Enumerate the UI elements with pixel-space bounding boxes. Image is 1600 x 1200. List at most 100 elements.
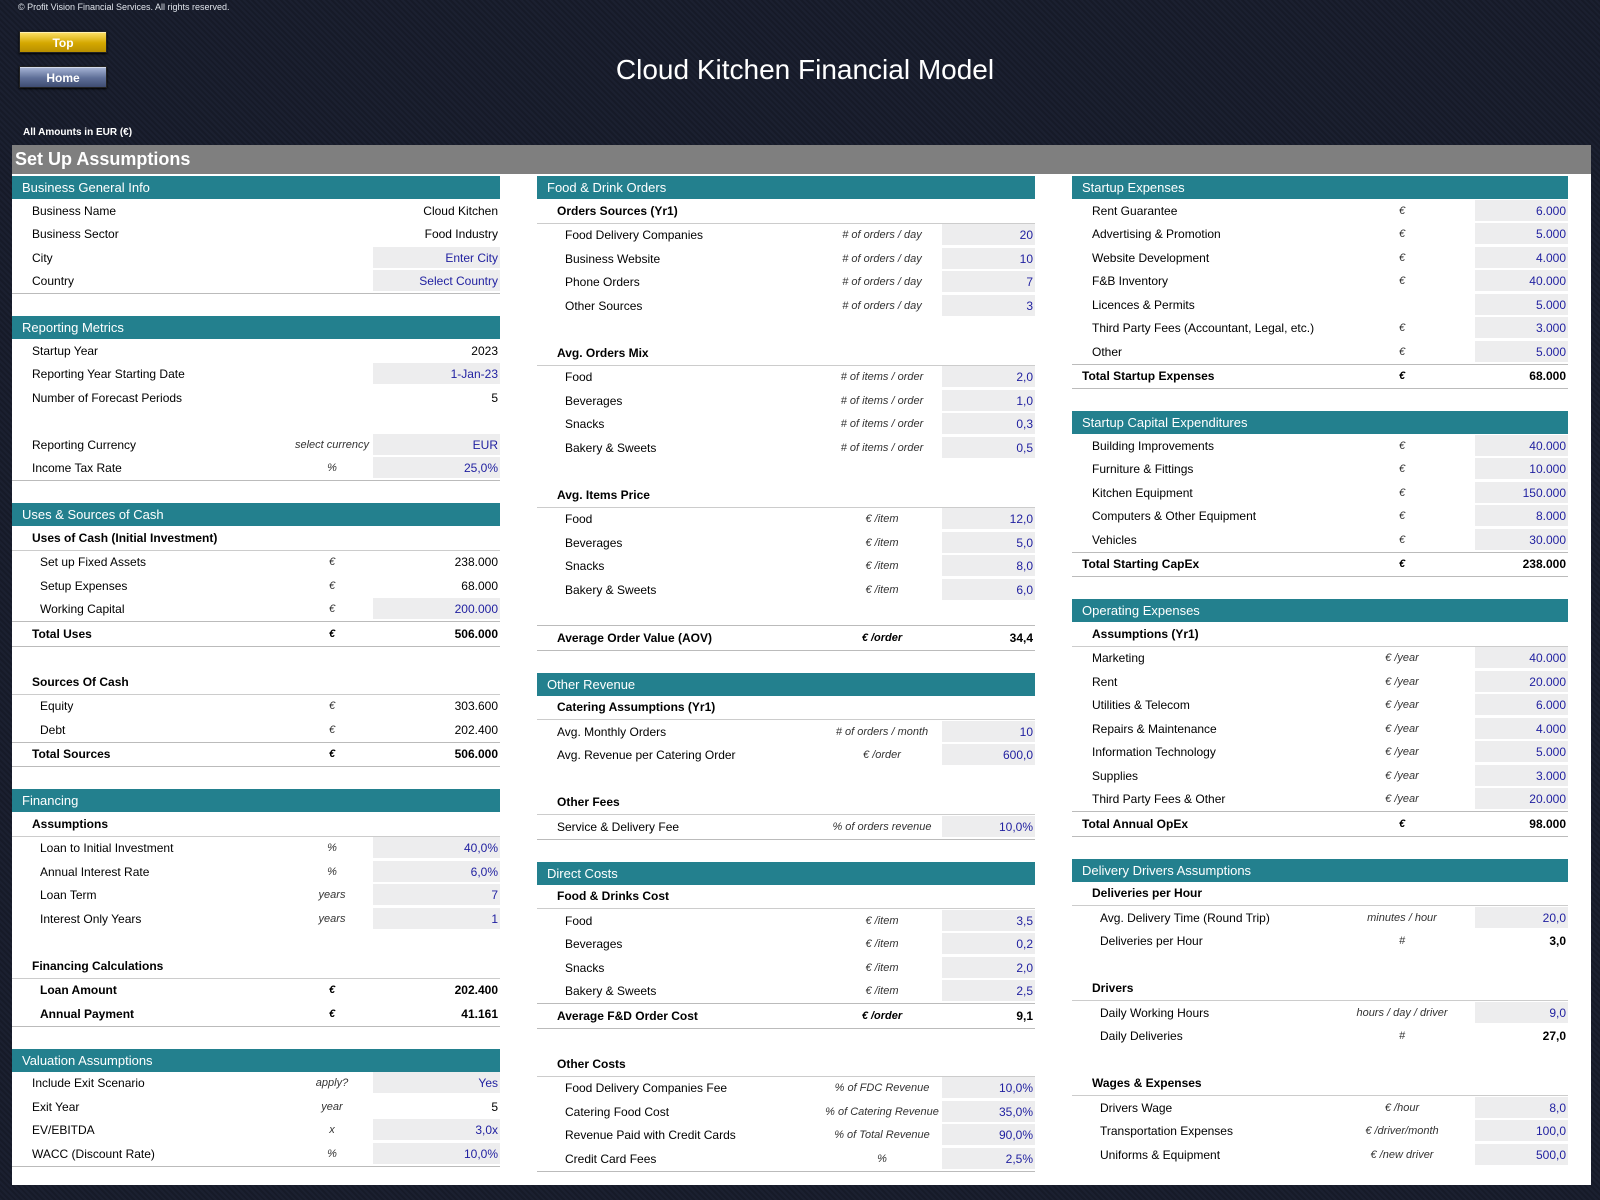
value-cell: 2023 [471, 343, 498, 358]
input-cell[interactable]: 500,0 [1475, 1143, 1568, 1166]
input-cell[interactable]: 4.000 [1475, 717, 1568, 740]
input-cell[interactable]: 8,0 [1475, 1096, 1568, 1119]
row-label: Bakery & Sweets [565, 440, 657, 455]
section-startup-capex: Startup Capital Expenditures [1072, 411, 1568, 434]
input-cell[interactable]: 35,0% [942, 1100, 1035, 1123]
row-label: Working Capital [40, 602, 125, 617]
row-label: City [32, 250, 53, 265]
input-cell[interactable]: 3,5 [942, 909, 1035, 932]
input-cell[interactable]: 30.000 [1475, 528, 1568, 551]
input-cell[interactable]: 40.000 [1475, 434, 1568, 457]
total-row: Average F&D Order Cost € /order 9,1 [537, 1003, 1035, 1029]
input-cell[interactable]: 10 [942, 720, 1035, 743]
section-divider [12, 293, 500, 294]
row-unit: # of orders / day [842, 276, 922, 289]
input-cell[interactable]: 1 [373, 907, 500, 930]
input-cell[interactable]: 6.000 [1475, 199, 1568, 222]
input-cell[interactable]: 100,0 [1475, 1120, 1568, 1143]
input-cell[interactable]: 12,0 [942, 508, 1035, 531]
section-uses-sources: Uses & Sources of Cash [12, 503, 500, 526]
input-cell[interactable]: 10 [942, 247, 1035, 270]
input-cell[interactable]: 10,0% [942, 1077, 1035, 1100]
row-unit: € /driver/month [1365, 1125, 1439, 1138]
input-cell[interactable]: 5.000 [1475, 293, 1568, 316]
row-unit: # of orders / day [842, 299, 922, 312]
input-cell[interactable]: 20 [942, 224, 1035, 247]
input-cell[interactable]: 2,5 [942, 980, 1035, 1003]
input-cell[interactable]: 20.000 [1475, 670, 1568, 693]
input-cell[interactable]: Yes [373, 1072, 500, 1095]
input-cell[interactable]: 20,0 [1475, 906, 1568, 929]
section-valuation: Valuation Assumptions [12, 1048, 500, 1072]
assumption-row: Annual Payment €41.161 [12, 1002, 500, 1026]
input-cell[interactable]: 7 [373, 884, 500, 907]
input-cell[interactable]: 7 [942, 271, 1035, 294]
input-cell[interactable]: 3 [942, 294, 1035, 317]
input-cell[interactable]: 3,0x [373, 1119, 500, 1142]
row-unit: minutes / hour [1367, 911, 1437, 924]
input-cell[interactable]: 3.000 [1475, 764, 1568, 787]
row-unit: € /year [1385, 769, 1419, 782]
input-cell[interactable]: 1,0 [942, 389, 1035, 412]
input-cell[interactable]: 4.000 [1475, 246, 1568, 269]
assumption-row: Utilities & Telecom € /year 6.000 [1072, 694, 1568, 718]
assumption-row: Food € /item 12,0 [537, 508, 1035, 532]
assumption-row: Catering Food Cost % of Catering Revenue 3… [537, 1100, 1035, 1124]
input-cell[interactable]: 2,0 [942, 366, 1035, 389]
input-cell[interactable]: 600,0 [942, 744, 1035, 767]
input-cell[interactable]: 200.000 [373, 598, 500, 621]
input-cell[interactable]: 40.000 [1475, 270, 1568, 293]
input-cell[interactable]: EUR [373, 433, 500, 456]
section-food-drink-orders: Food & Drink Orders [537, 176, 1035, 199]
input-cell[interactable]: 3.000 [1475, 317, 1568, 340]
input-cell[interactable]: 0,5 [942, 436, 1035, 459]
section-startup-expenses: Startup Expenses [1072, 176, 1568, 199]
input-cell[interactable]: 150.000 [1475, 481, 1568, 504]
input-cell[interactable]: 6.000 [1475, 694, 1568, 717]
input-cell[interactable]: 2,0 [942, 956, 1035, 979]
value-cell: Cloud Kitchen [423, 203, 498, 218]
section-direct-costs: Direct Costs [537, 861, 1035, 885]
input-cell[interactable]: 5.000 [1475, 741, 1568, 764]
home-button[interactable]: Home [19, 66, 107, 88]
value-cell: 202.400 [454, 983, 498, 998]
assumption-row: Building Improvements €40.000 [1072, 434, 1568, 458]
input-cell[interactable]: Enter City [373, 246, 500, 269]
input-cell[interactable]: 10,0% [373, 1142, 500, 1165]
row-unit: € /new driver [1370, 1148, 1434, 1161]
input-cell[interactable]: 5.000 [1475, 340, 1568, 363]
input-cell[interactable]: 10,0% [942, 815, 1035, 838]
empty-row [537, 1029, 1035, 1053]
row-label: Furniture & Fittings [1092, 462, 1194, 477]
input-cell[interactable]: 9,0 [1475, 1001, 1568, 1024]
value-cell: 98.000 [1529, 816, 1566, 831]
row-label: Marketing [1092, 651, 1145, 666]
assumption-row: Startup Year 2023 [12, 339, 500, 363]
input-cell[interactable]: 6,0% [373, 860, 500, 883]
input-cell[interactable]: 2,5% [942, 1147, 1035, 1170]
row-unit: € [328, 984, 336, 997]
row-unit: years [318, 912, 346, 925]
assumption-row: F&B Inventory €40.000 [1072, 270, 1568, 294]
input-cell[interactable]: 40,0% [373, 837, 500, 860]
assumption-row: Food Delivery Companies Fee % of FDC Reve… [537, 1077, 1035, 1101]
input-cell[interactable]: 90,0% [942, 1124, 1035, 1147]
input-cell[interactable]: 0,2 [942, 933, 1035, 956]
input-cell[interactable]: 5.000 [1475, 223, 1568, 246]
input-cell[interactable]: 0,3 [942, 413, 1035, 436]
row-label: Revenue Paid with Credit Cards [565, 1128, 736, 1143]
top-button[interactable]: Top [19, 31, 107, 53]
input-cell[interactable]: 10.000 [1475, 458, 1568, 481]
input-cell[interactable]: 8,0 [942, 555, 1035, 578]
row-unit: € /year [1385, 722, 1419, 735]
input-cell[interactable]: 8.000 [1475, 505, 1568, 528]
input-cell[interactable]: Select Country [373, 270, 500, 293]
input-cell[interactable]: 40.000 [1475, 647, 1568, 670]
row-unit: # of items / order [840, 441, 924, 454]
row-label: Food Delivery Companies [565, 228, 704, 243]
input-cell[interactable]: 25,0% [373, 457, 500, 480]
input-cell[interactable]: 1-Jan-23 [373, 363, 500, 386]
input-cell[interactable]: 20.000 [1475, 788, 1568, 811]
input-cell[interactable]: 6,0 [942, 578, 1035, 601]
input-cell[interactable]: 5,0 [942, 531, 1035, 554]
